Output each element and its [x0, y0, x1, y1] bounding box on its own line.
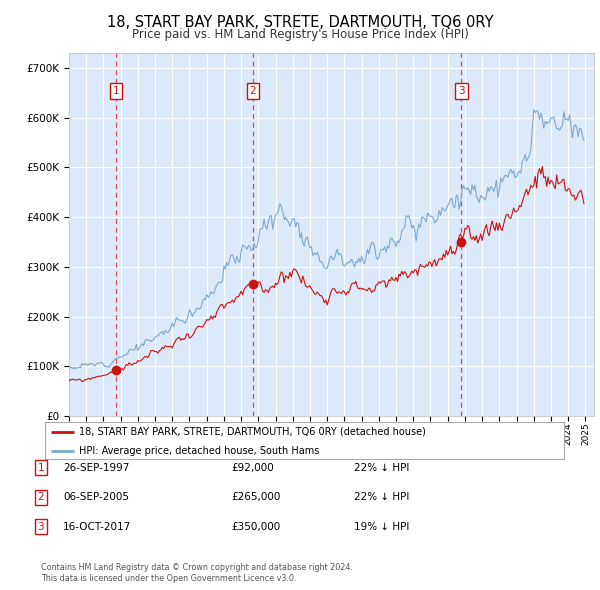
Text: £265,000: £265,000 — [231, 493, 280, 502]
Text: 06-SEP-2005: 06-SEP-2005 — [63, 493, 129, 502]
Text: 22% ↓ HPI: 22% ↓ HPI — [354, 493, 409, 502]
Text: 3: 3 — [37, 522, 44, 532]
Text: 1: 1 — [37, 463, 44, 473]
Text: 1: 1 — [113, 86, 119, 96]
Text: 26-SEP-1997: 26-SEP-1997 — [63, 463, 130, 473]
Text: This data is licensed under the Open Government Licence v3.0.: This data is licensed under the Open Gov… — [41, 573, 296, 583]
Text: 19% ↓ HPI: 19% ↓ HPI — [354, 522, 409, 532]
Text: 2: 2 — [250, 86, 256, 96]
Text: Contains HM Land Registry data © Crown copyright and database right 2024.: Contains HM Land Registry data © Crown c… — [41, 563, 353, 572]
Text: 22% ↓ HPI: 22% ↓ HPI — [354, 463, 409, 473]
Text: 18, START BAY PARK, STRETE, DARTMOUTH, TQ6 0RY (detached house): 18, START BAY PARK, STRETE, DARTMOUTH, T… — [79, 427, 425, 437]
Text: £92,000: £92,000 — [231, 463, 274, 473]
Text: 18, START BAY PARK, STRETE, DARTMOUTH, TQ6 0RY: 18, START BAY PARK, STRETE, DARTMOUTH, T… — [107, 15, 493, 30]
Text: HPI: Average price, detached house, South Hams: HPI: Average price, detached house, Sout… — [79, 446, 319, 456]
Text: 16-OCT-2017: 16-OCT-2017 — [63, 522, 131, 532]
Text: £350,000: £350,000 — [231, 522, 280, 532]
Text: Price paid vs. HM Land Registry's House Price Index (HPI): Price paid vs. HM Land Registry's House … — [131, 28, 469, 41]
Text: 3: 3 — [458, 86, 464, 96]
Text: 2: 2 — [37, 493, 44, 502]
